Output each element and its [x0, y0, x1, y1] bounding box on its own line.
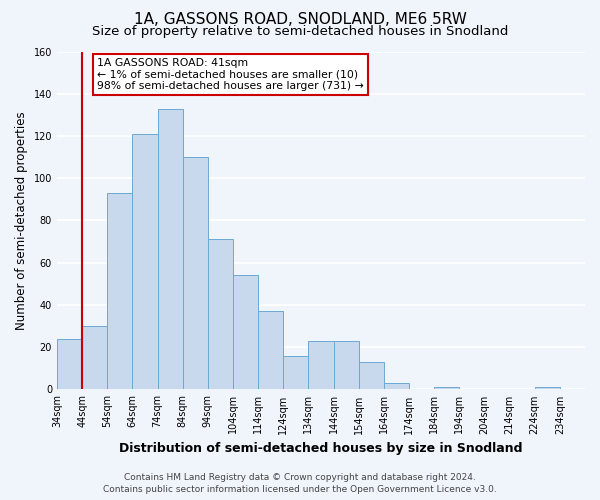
Bar	[434, 388, 459, 390]
X-axis label: Distribution of semi-detached houses by size in Snodland: Distribution of semi-detached houses by …	[119, 442, 523, 455]
Bar	[82, 326, 107, 390]
Bar	[359, 362, 384, 390]
Bar	[334, 341, 359, 390]
Bar	[384, 383, 409, 390]
Text: Contains HM Land Registry data © Crown copyright and database right 2024.
Contai: Contains HM Land Registry data © Crown c…	[103, 472, 497, 494]
Bar	[208, 240, 233, 390]
Bar	[233, 276, 258, 390]
Bar	[308, 341, 334, 390]
Bar	[158, 108, 182, 390]
Bar	[57, 338, 82, 390]
Bar	[283, 356, 308, 390]
Bar	[258, 312, 283, 390]
Bar	[133, 134, 158, 390]
Text: Size of property relative to semi-detached houses in Snodland: Size of property relative to semi-detach…	[92, 25, 508, 38]
Bar	[107, 193, 133, 390]
Bar	[182, 157, 208, 390]
Y-axis label: Number of semi-detached properties: Number of semi-detached properties	[15, 111, 28, 330]
Text: 1A GASSONS ROAD: 41sqm
← 1% of semi-detached houses are smaller (10)
98% of semi: 1A GASSONS ROAD: 41sqm ← 1% of semi-deta…	[97, 58, 364, 91]
Text: 1A, GASSONS ROAD, SNODLAND, ME6 5RW: 1A, GASSONS ROAD, SNODLAND, ME6 5RW	[134, 12, 466, 28]
Bar	[535, 388, 560, 390]
